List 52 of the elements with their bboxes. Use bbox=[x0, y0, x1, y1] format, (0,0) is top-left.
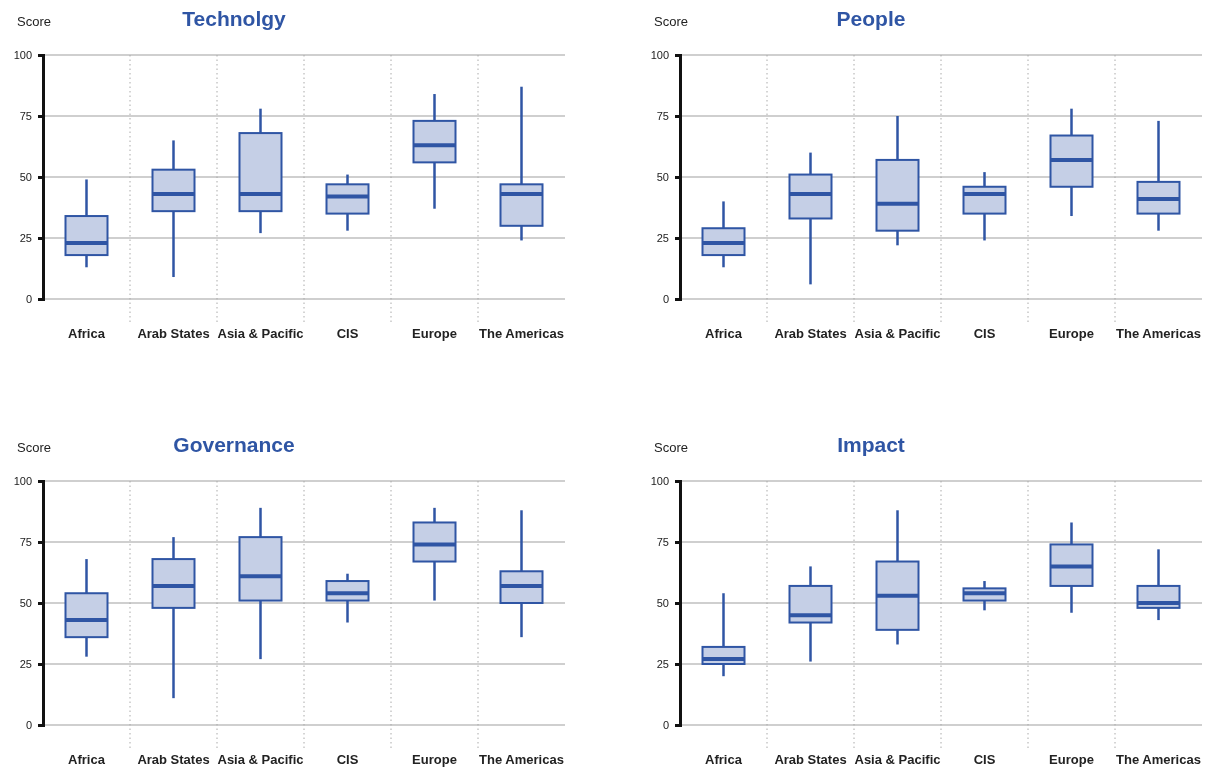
chart-title: Impact bbox=[837, 433, 905, 456]
y-tick-label: 50 bbox=[656, 171, 669, 184]
y-tick-label: 50 bbox=[19, 597, 32, 610]
y-tick-label: 50 bbox=[656, 597, 669, 610]
x-tick-label: Africa bbox=[705, 326, 743, 341]
y-tick-label: 50 bbox=[19, 171, 32, 184]
y-tick-label: 0 bbox=[25, 719, 32, 732]
y-tick-label: 100 bbox=[13, 49, 32, 62]
y-axis-title: Score bbox=[654, 440, 688, 455]
chart-title: People bbox=[836, 7, 906, 30]
x-tick-label: Asia & Pacific bbox=[854, 326, 941, 341]
y-axis-title: Score bbox=[17, 14, 51, 29]
x-tick-label: The Americas bbox=[1116, 326, 1201, 341]
x-tick-label: The Americas bbox=[479, 326, 564, 341]
y-tick-label: 75 bbox=[656, 536, 669, 549]
y-tick-label: 25 bbox=[656, 232, 669, 245]
y-tick-label: 25 bbox=[656, 658, 669, 671]
y-tick-label: 100 bbox=[13, 475, 32, 488]
x-tick-label: Africa bbox=[68, 752, 106, 767]
x-tick-label: Arab States bbox=[137, 326, 210, 341]
x-tick-label: Europe bbox=[412, 752, 457, 767]
y-tick-label: 0 bbox=[662, 719, 669, 732]
x-tick-label: Arab States bbox=[774, 326, 847, 341]
x-tick-label: Arab States bbox=[137, 752, 210, 767]
x-tick-label: CIS bbox=[973, 326, 996, 341]
y-tick-label: 0 bbox=[25, 293, 32, 306]
x-tick-label: CIS bbox=[973, 752, 996, 767]
x-tick-label: Africa bbox=[705, 752, 743, 767]
x-tick-label: Asia & Pacific bbox=[217, 752, 304, 767]
x-tick-label: Asia & Pacific bbox=[217, 326, 304, 341]
y-tick-label: 0 bbox=[662, 293, 669, 306]
x-tick-label: The Americas bbox=[1116, 752, 1201, 767]
x-tick-label: Europe bbox=[1049, 326, 1094, 341]
x-tick-label: Europe bbox=[1049, 752, 1094, 767]
y-axis-title: Score bbox=[654, 14, 688, 29]
x-tick-label: Arab States bbox=[774, 752, 847, 767]
x-tick-label: Asia & Pacific bbox=[854, 752, 941, 767]
x-tick-label: CIS bbox=[336, 326, 359, 341]
y-tick-label: 100 bbox=[650, 475, 669, 488]
x-tick-label: Europe bbox=[412, 326, 457, 341]
x-tick-label: Africa bbox=[68, 326, 106, 341]
y-axis-title: Score bbox=[17, 440, 51, 455]
y-tick-label: 100 bbox=[650, 49, 669, 62]
y-tick-label: 75 bbox=[656, 110, 669, 123]
y-tick-label: 25 bbox=[19, 658, 32, 671]
x-tick-label: The Americas bbox=[479, 752, 564, 767]
y-tick-label: 75 bbox=[19, 110, 32, 123]
y-tick-label: 75 bbox=[19, 536, 32, 549]
chart-title: Technolgy bbox=[182, 7, 287, 30]
x-tick-label: CIS bbox=[336, 752, 359, 767]
y-tick-label: 25 bbox=[19, 232, 32, 245]
chart-title: Governance bbox=[173, 433, 295, 456]
